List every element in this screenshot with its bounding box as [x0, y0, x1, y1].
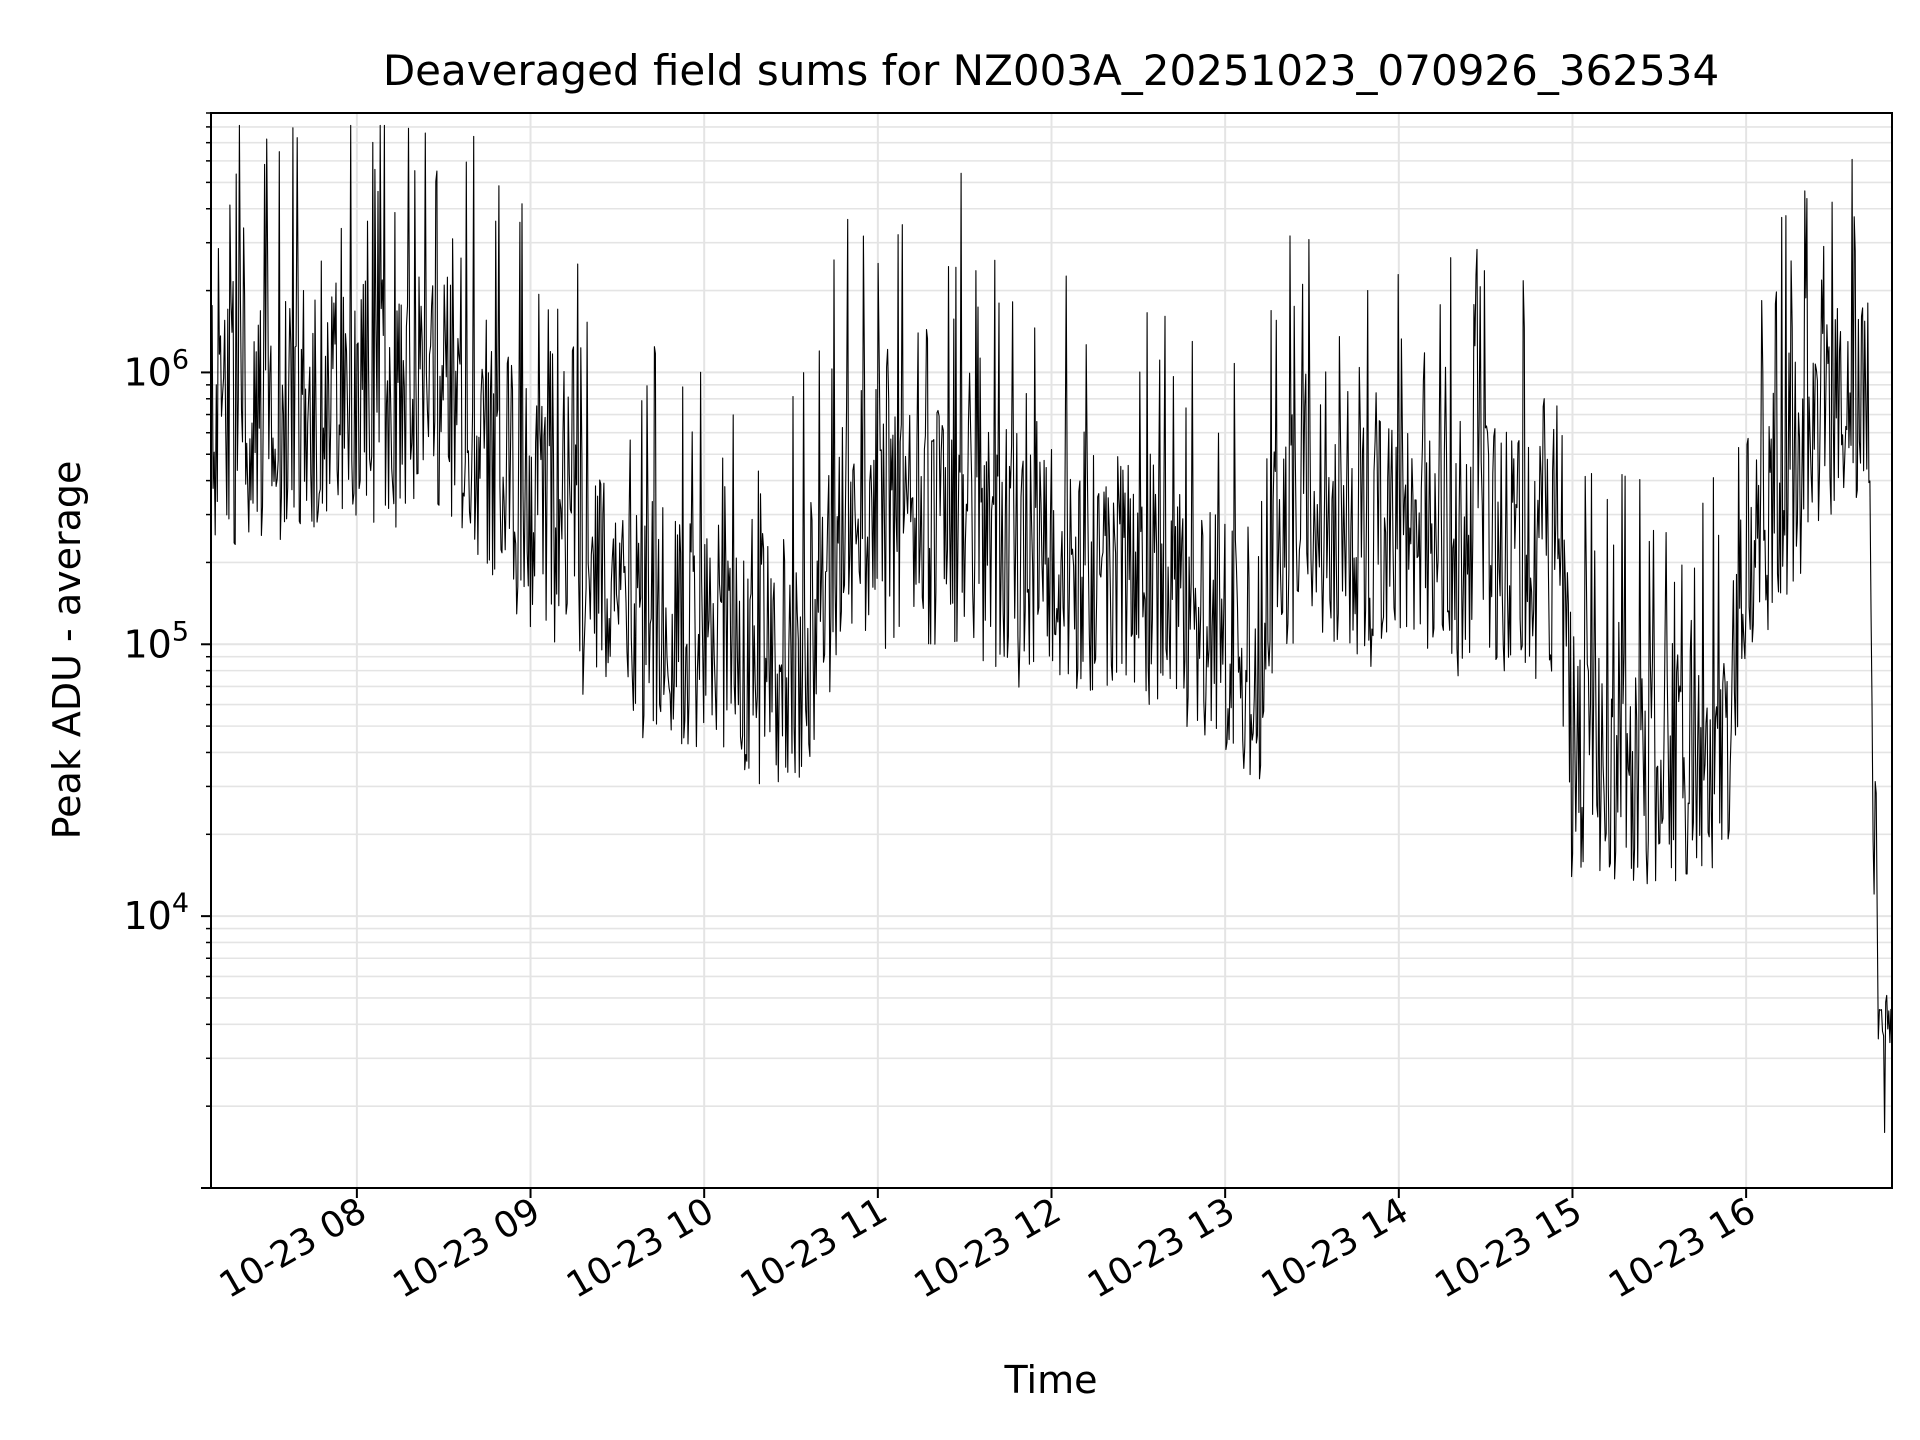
x-axis-label: Time — [1004, 1358, 1098, 1402]
y-axis-label: Peak ADU - average — [45, 461, 89, 840]
y-axis-ticks: 104 105 106 — [123, 112, 211, 1189]
y-tick-label: 106 — [123, 344, 189, 394]
series-group — [210, 124, 1893, 1134]
y-tick-label: 104 — [123, 888, 189, 938]
chart-title: Deaveraged field sums for NZ003A_2025102… — [383, 46, 1719, 95]
series-line — [210, 124, 1893, 1134]
y-tick-label: 105 — [123, 616, 189, 666]
